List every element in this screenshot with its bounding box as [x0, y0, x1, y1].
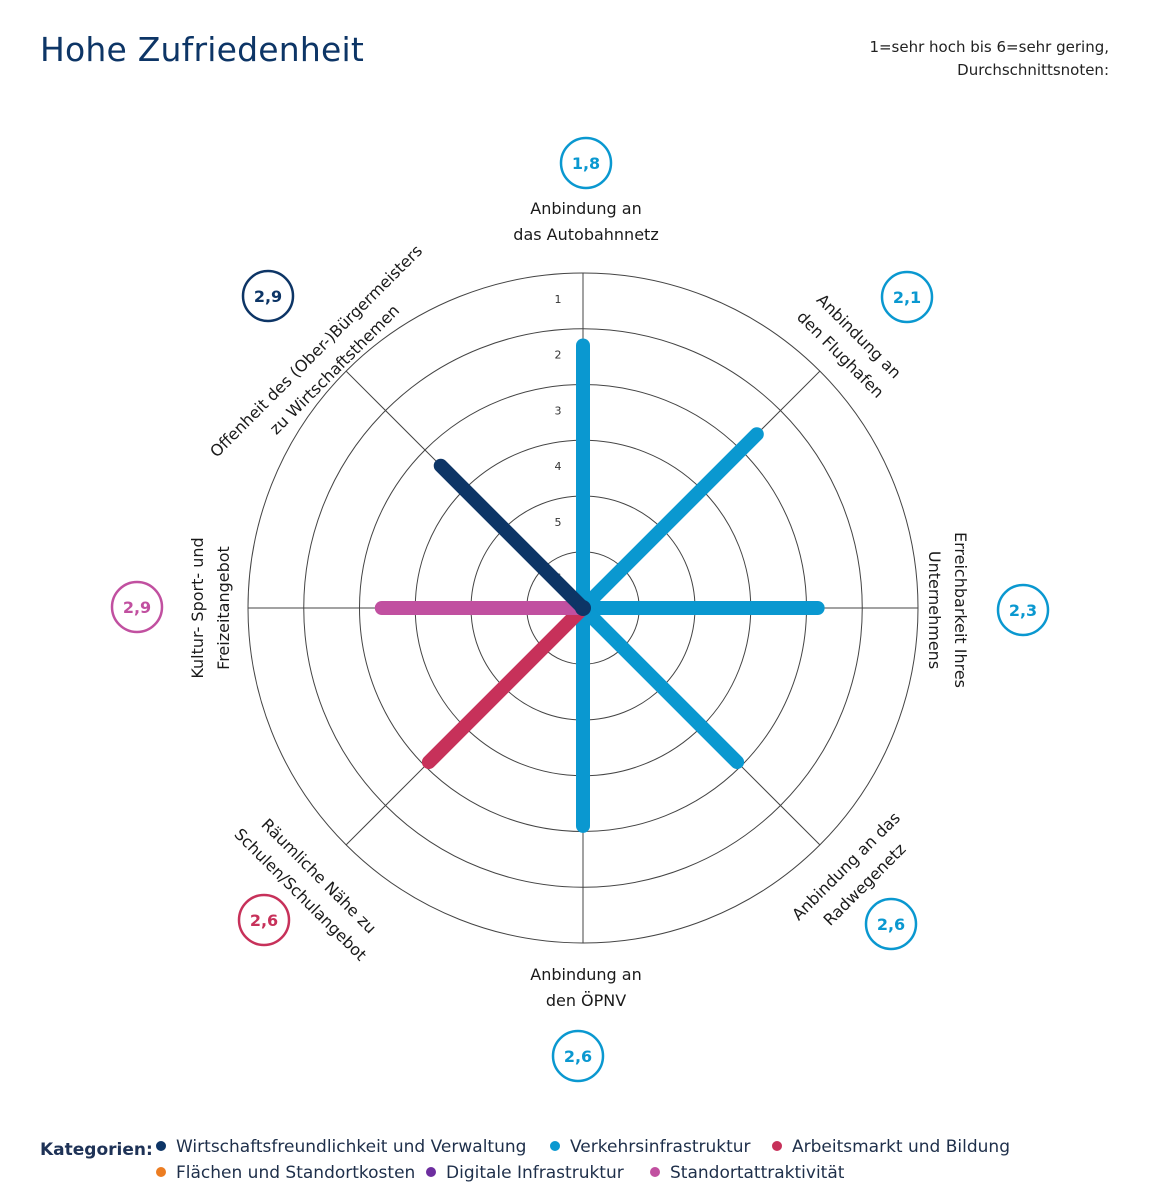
data-bar	[433, 458, 590, 615]
value-label: 2,6	[877, 915, 905, 934]
axis-label-line: den ÖPNV	[546, 991, 626, 1010]
axis-label-line: Freizeitangebot	[214, 546, 233, 670]
value-badge	[110, 580, 164, 634]
legend-item: Wirtschaftsfreundlichkeit und Verwaltung	[156, 1137, 526, 1157]
legend-label: Flächen und Standortkosten	[176, 1163, 416, 1183]
axis-label: Anbindung an das Autobahnnetz	[513, 199, 658, 244]
value-badge	[551, 1029, 605, 1083]
value-badge	[864, 897, 918, 951]
value-badge	[996, 583, 1050, 637]
data-bar	[576, 427, 764, 615]
value-label: 2,9	[254, 287, 282, 306]
value-badge	[559, 136, 613, 190]
axis-label: Kultur- Sport- und Freizeitangebot	[188, 537, 233, 678]
scale-note-line-2: Durchschnittsnoten:	[957, 61, 1109, 79]
legend-dot	[650, 1167, 660, 1177]
legend-label: Verkehrsinfrastruktur	[570, 1137, 751, 1157]
legend-dot	[550, 1141, 560, 1151]
legend-item: Verkehrsinfrastruktur	[550, 1137, 751, 1157]
legend-label: Wirtschaftsfreundlichkeit und Verwaltung	[176, 1137, 527, 1157]
axis-label: Erreichbarkeit Ihres Unternehmens	[925, 532, 970, 688]
value-label: 2,1	[893, 288, 921, 307]
legend-label: Standortattraktivität	[670, 1163, 845, 1183]
center-dot	[575, 600, 591, 616]
legend-dot	[772, 1141, 782, 1151]
tick-label: 3	[555, 404, 562, 417]
legend-item: Standortattraktivität	[650, 1163, 844, 1183]
tick-label: 5	[555, 516, 562, 529]
data-bar	[421, 601, 590, 770]
legend-label: Digitale Infrastruktur	[446, 1163, 624, 1183]
axis-label-line: Kultur- Sport- und	[188, 537, 207, 678]
tick-label: 4	[555, 460, 562, 473]
value-label: 2,9	[123, 598, 151, 617]
axis-label-line: Erreichbarkeit Ihres	[951, 532, 970, 688]
tick-label: 2	[555, 349, 562, 362]
legend-item: Digitale Infrastruktur	[426, 1163, 624, 1183]
value-badge	[237, 893, 291, 947]
legend-item: Flächen und Standortkosten	[156, 1163, 415, 1183]
value-badge	[880, 270, 934, 324]
legend-dot	[426, 1167, 436, 1177]
value-badge	[241, 269, 295, 323]
value-label: 2,3	[1009, 601, 1037, 620]
value-label: 1,8	[572, 154, 600, 173]
axis-label-line: das Autobahnnetz	[513, 225, 658, 244]
page-title: Hohe Zufriedenheit	[40, 30, 364, 69]
legend-dot	[156, 1141, 166, 1151]
axis-label-line: Unternehmens	[925, 551, 944, 669]
tick-label: 1	[555, 293, 562, 306]
axis-label: Offenheit des (Ober-)Bürgermeisterszu Wi…	[206, 241, 444, 479]
scale-note: 1=sehr hoch bis 6=sehr gering, Durchschn…	[689, 36, 1109, 82]
legend-dot	[156, 1167, 166, 1177]
scale-note-line-1: 1=sehr hoch bis 6=sehr gering,	[869, 38, 1109, 56]
axis-label-line: Anbindung an	[530, 965, 641, 984]
legend-title: Kategorien:	[40, 1140, 153, 1160]
legend-label: Arbeitsmarkt und Bildung	[792, 1137, 1010, 1157]
axis-label-line: Offenheit des (Ober-)Bürgermeisters	[206, 241, 426, 461]
value-label: 2,6	[250, 911, 278, 930]
data-bar	[576, 601, 745, 770]
value-label: 2,6	[564, 1047, 592, 1066]
axis-label-line: Anbindung an	[530, 199, 641, 218]
axis-label: Anbindung an den ÖPNV	[530, 965, 641, 1010]
legend-item: Arbeitsmarkt und Bildung	[772, 1137, 1010, 1157]
